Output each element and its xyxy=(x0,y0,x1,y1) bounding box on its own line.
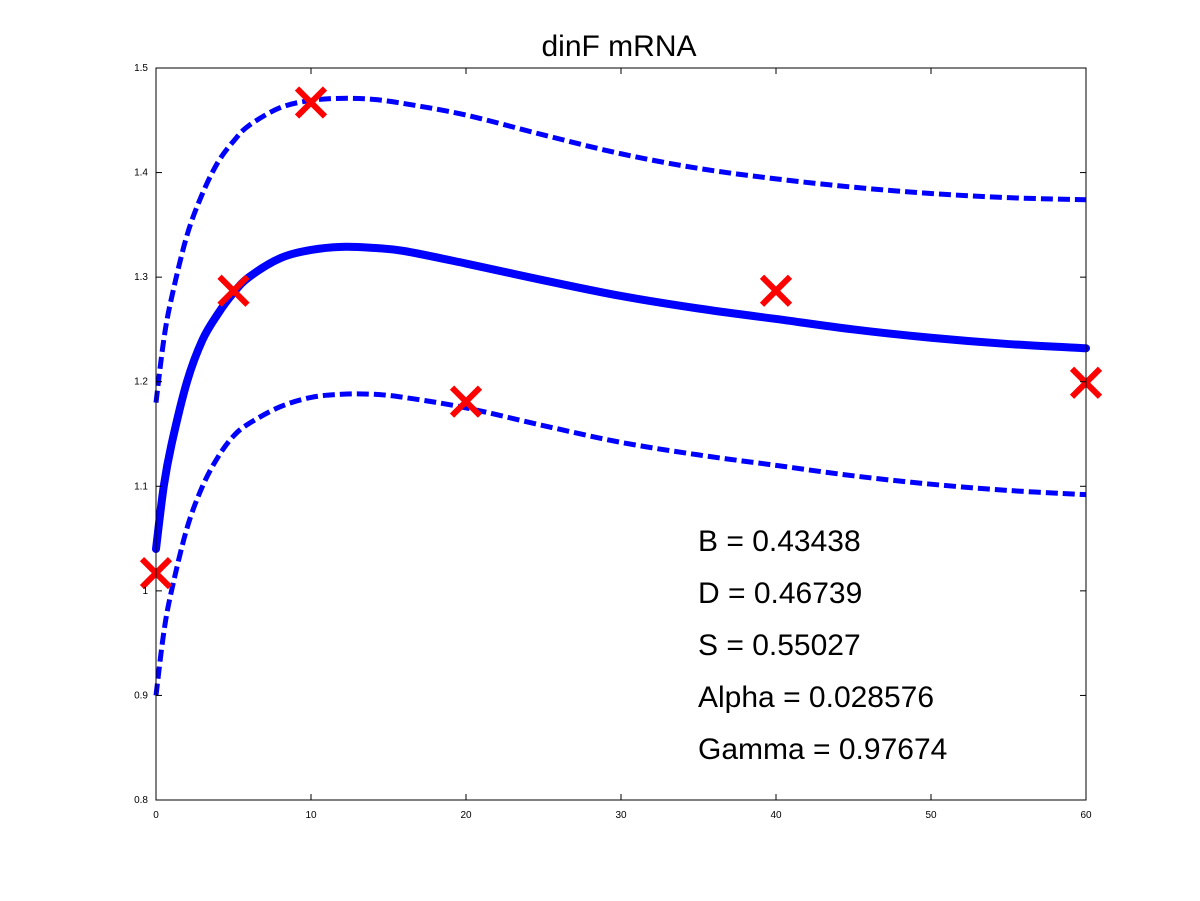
axis-ticks: 0 10 20 30 40 50 60 0.8 0.9 1 1.1 1.2 1.3 1.4 1.5 xyxy=(134,63,1092,821)
x-tick-label: 0 xyxy=(153,810,159,821)
x-tick-label: 10 xyxy=(305,810,317,821)
parameter-annotation: D = 0.46739 xyxy=(698,577,862,610)
x-tick-label: 50 xyxy=(925,810,937,821)
x-tick-label: 20 xyxy=(460,810,472,821)
y-tick-label: 1.3 xyxy=(134,272,148,283)
y-tick-label: 0.9 xyxy=(134,690,148,701)
y-tick-label: 1.2 xyxy=(134,377,148,388)
x-tick-label: 40 xyxy=(770,810,782,821)
parameter-annotation: Alpha = 0.028576 xyxy=(698,681,934,714)
parameter-annotation: Gamma = 0.97674 xyxy=(698,733,947,766)
parameter-annotation: B = 0.43438 xyxy=(698,525,861,558)
lower-bound-line xyxy=(153,391,1087,696)
x-tick-label: 30 xyxy=(615,810,627,821)
data-point-marker xyxy=(217,274,250,307)
plot-area xyxy=(139,86,1103,696)
y-tick-label: 1 xyxy=(142,586,148,597)
data-point-marker xyxy=(449,385,483,418)
y-tick-label: 1.1 xyxy=(134,481,148,492)
data-point-marker xyxy=(759,274,793,307)
axes-frame xyxy=(155,67,1087,801)
y-tick-label: 0.8 xyxy=(134,795,148,806)
y-tick-label: 1.4 xyxy=(134,168,148,179)
fit-line xyxy=(152,242,1090,554)
chart-title: dinF mRNA xyxy=(541,30,696,63)
parameter-annotations: B = 0.43438 D = 0.46739 S = 0.55027 Alpha =… xyxy=(698,525,947,766)
x-tick-label: 60 xyxy=(1080,810,1092,821)
parameter-annotation: S = 0.55027 xyxy=(698,629,861,662)
data-point-marker xyxy=(294,86,328,119)
upper-bound-line xyxy=(153,95,1087,403)
y-tick-label: 1.5 xyxy=(134,63,148,74)
